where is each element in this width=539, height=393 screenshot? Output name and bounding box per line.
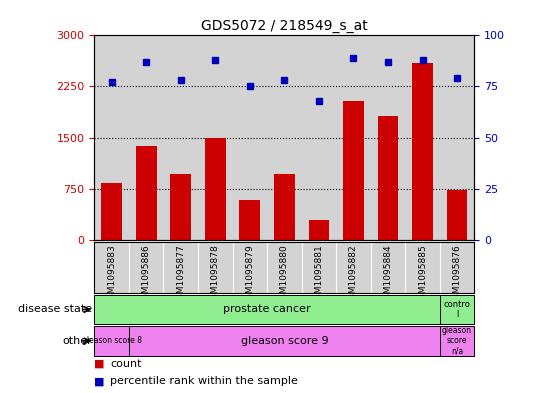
Bar	[129, 326, 440, 356]
Bar	[101, 183, 122, 240]
Text: GSM1095886: GSM1095886	[142, 244, 150, 305]
Bar	[274, 174, 295, 240]
Text: GSM1095877: GSM1095877	[176, 244, 185, 305]
Text: GSM1095879: GSM1095879	[245, 244, 254, 305]
Text: GSM1095876: GSM1095876	[453, 244, 461, 305]
Text: prostate cancer: prostate cancer	[223, 305, 311, 314]
Text: GSM1095883: GSM1095883	[107, 244, 116, 305]
Text: GSM1095885: GSM1095885	[418, 244, 427, 305]
Text: disease state: disease state	[17, 305, 92, 314]
Text: gleason score 8: gleason score 8	[81, 336, 142, 345]
Text: GSM1095878: GSM1095878	[211, 244, 220, 305]
Text: percentile rank within the sample: percentile rank within the sample	[110, 376, 299, 386]
Title: GDS5072 / 218549_s_at: GDS5072 / 218549_s_at	[201, 19, 368, 33]
Text: GSM1095880: GSM1095880	[280, 244, 289, 305]
Bar	[343, 101, 364, 240]
Text: other: other	[62, 336, 92, 346]
Text: ■: ■	[94, 376, 105, 386]
Bar	[447, 190, 467, 240]
Bar	[205, 138, 226, 240]
Text: GSM1095881: GSM1095881	[314, 244, 323, 305]
Bar	[440, 295, 474, 324]
Bar	[440, 326, 474, 356]
Text: gleason
score
n/a: gleason score n/a	[442, 326, 472, 356]
Text: ■: ■	[94, 358, 105, 369]
Text: gleason score 9: gleason score 9	[240, 336, 328, 346]
Bar	[94, 326, 129, 356]
Bar	[378, 116, 398, 240]
Text: count: count	[110, 358, 142, 369]
Text: GSM1095882: GSM1095882	[349, 244, 358, 305]
Text: contro
l: contro l	[444, 300, 471, 319]
Bar	[136, 146, 156, 240]
Bar	[308, 220, 329, 240]
Text: GSM1095884: GSM1095884	[383, 244, 392, 305]
Bar	[170, 174, 191, 240]
Bar	[412, 62, 433, 240]
Bar	[239, 200, 260, 240]
